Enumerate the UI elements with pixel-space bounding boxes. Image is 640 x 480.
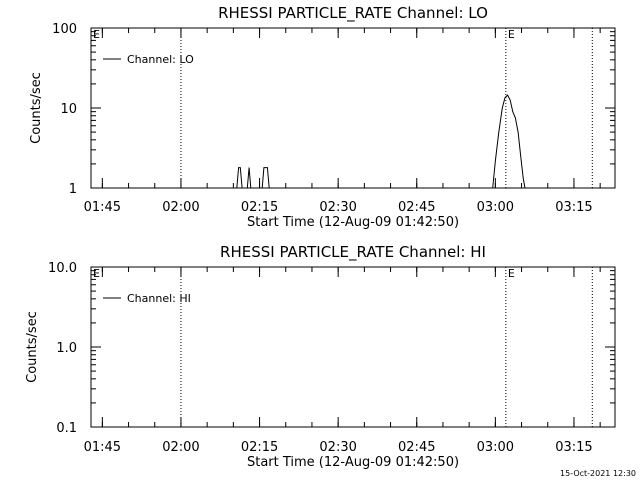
x-tick-label: 02:45: [398, 200, 435, 215]
x-tick-label: 02:00: [162, 440, 199, 455]
y-tick-label: 10: [60, 102, 77, 117]
x-tick-label: 03:15: [555, 440, 592, 455]
footer-timestamp: 15-Oct-2021 12:30: [560, 469, 636, 478]
x-tick-label: 02:00: [162, 200, 199, 215]
x-tick-label: 01:45: [84, 440, 121, 455]
y-tick-label: 1.0: [56, 341, 77, 356]
corner-label: E: [93, 267, 100, 280]
x-axis-label: Start Time (12-Aug-09 01:42:50): [247, 215, 459, 230]
plot-frame: [90, 27, 616, 189]
y-tick-label: 10.0: [48, 261, 77, 276]
x-tick-label: 03:00: [477, 440, 514, 455]
plot-frame: [90, 266, 616, 428]
legend-entry: Channel: LO: [127, 53, 194, 66]
series-line-channel-lo: [492, 94, 526, 189]
x-tick-label: 02:30: [319, 200, 356, 215]
y-tick-label: 1: [69, 182, 77, 197]
time-marker-label: E: [508, 267, 515, 280]
time-marker-label: E: [508, 28, 515, 41]
y-tick-label: 0.1: [56, 421, 77, 436]
chart-panel-2: RHESSI PARTICLE_RATE Channel: HI 0.1 1.0 10…: [25, 243, 616, 470]
x-tick-label: 02:15: [241, 440, 278, 455]
x-tick-label: 02:15: [241, 200, 278, 215]
series-line-channel-lo: [236, 167, 243, 189]
series-line-channel-lo: [246, 167, 252, 189]
y-axis-label: Counts/sec: [29, 72, 44, 144]
x-tick-label: 01:45: [84, 200, 121, 215]
x-tick-label: 03:15: [555, 200, 592, 215]
chart-title: RHESSI PARTICLE_RATE Channel: LO: [218, 4, 488, 23]
chart-title: RHESSI PARTICLE_RATE Channel: HI: [220, 243, 486, 262]
x-tick-label: 03:00: [477, 200, 514, 215]
x-axis-label: Start Time (12-Aug-09 01:42:50): [247, 455, 459, 470]
x-tick-label: 02:45: [398, 440, 435, 455]
chart-panel-1: RHESSI PARTICLE_RATE Channel: LO 1 10 100 01…: [29, 4, 616, 230]
corner-label: E: [93, 28, 100, 41]
y-axis-label: Counts/sec: [25, 311, 40, 383]
y-tick-label: 100: [52, 22, 77, 37]
series-line-channel-lo: [261, 167, 270, 189]
legend-entry: Channel: HI: [127, 292, 191, 305]
x-tick-label: 02:30: [319, 440, 356, 455]
